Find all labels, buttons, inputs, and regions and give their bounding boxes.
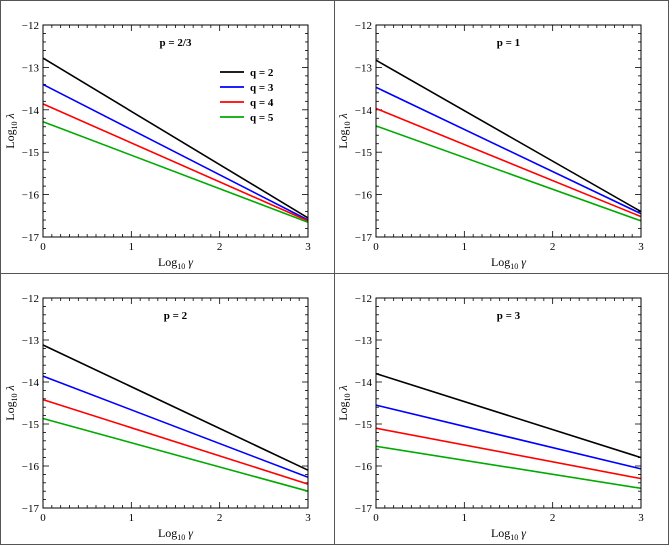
series-lines: [42, 344, 309, 492]
y-tick-label: −12: [22, 20, 39, 32]
series-line-q-5: [42, 120, 309, 223]
series-line-q-3: [375, 404, 642, 470]
series-line-q-3: [42, 375, 309, 479]
series-lines: [375, 372, 642, 490]
x-tick-label: 0: [40, 241, 46, 253]
x-tick-label: 0: [40, 512, 46, 524]
x-tick-label: 3: [305, 241, 311, 253]
legend-label-q-5: q = 5: [250, 112, 274, 124]
y-tick-label: −16: [22, 461, 40, 473]
panel-title: p = 2: [164, 310, 188, 322]
series-line-q-5: [375, 125, 642, 222]
y-tick-label: −16: [22, 190, 40, 202]
y-tick-label: −17: [22, 503, 40, 515]
y-axis-title: Log10 λ: [3, 113, 19, 149]
y-tick-label: −15: [355, 419, 373, 431]
series-line-q-2: [42, 57, 309, 219]
x-axis-title: Log10 γ: [491, 526, 526, 542]
x-axis-title: Log10 γ: [491, 255, 526, 271]
plot-area-border: [375, 24, 642, 238]
series-line-q-2: [375, 59, 642, 213]
y-tick-label: −12: [22, 293, 39, 305]
axis-ticks: [375, 24, 642, 238]
panel-title: p = 1: [497, 37, 520, 49]
x-tick-label: 2: [550, 241, 556, 253]
x-axis-title: Log10 γ: [158, 526, 193, 542]
x-tick-label: 2: [550, 512, 556, 524]
y-axis-title: Log10 λ: [336, 113, 352, 149]
x-tick-label: 3: [638, 512, 644, 524]
series-line-q-2: [42, 344, 309, 471]
panel-title: p = 3: [497, 310, 521, 322]
x-tick-label: 3: [305, 512, 311, 524]
chart-panel-3: 0 1 2 3 −12 −13 −14 −15 −16 −17 Log10 γ Log10 λ p = …: [3, 293, 311, 542]
x-tick-label: 0: [373, 241, 379, 253]
series-line-q-5: [375, 445, 642, 490]
y-tick-label: −16: [355, 461, 373, 473]
series-line-q-4: [375, 427, 642, 480]
x-tick-label: 2: [217, 512, 223, 524]
y-tick-label: −12: [355, 20, 372, 32]
x-axis-title: Log10 γ: [158, 255, 193, 271]
legend-label-q-3: q = 3: [250, 82, 274, 94]
series-lines: [375, 59, 642, 222]
axis-ticks: [42, 24, 309, 238]
series-lines: [42, 57, 309, 223]
y-tick-label: −17: [22, 232, 40, 244]
chart-panels: 0 1 2 3 −12 −13 −14 −15 −16 −17 Log10 γ Log10 λ p = …: [3, 20, 644, 542]
panel-title: p = 2/3: [160, 37, 192, 49]
x-tick-label: 0: [373, 512, 379, 524]
x-tick-label: 1: [462, 512, 468, 524]
y-tick-label: −14: [22, 377, 40, 389]
y-tick-label: −17: [355, 503, 373, 515]
legend-label-q-2: q = 2: [250, 67, 274, 79]
axis-ticks: [42, 297, 309, 509]
legend: q = 2 q = 3 q = 4 q = 5: [220, 67, 274, 124]
plot-area-border: [42, 24, 309, 238]
axis-ticks: [375, 297, 642, 509]
plot-area-border: [375, 297, 642, 509]
y-axis-title: Log10 λ: [336, 385, 352, 421]
chart-panel-2: 0 1 2 3 −12 −13 −14 −15 −16 −17 Log10 γ Log10 λ p = …: [336, 20, 644, 271]
series-line-q-4: [42, 103, 309, 222]
y-tick-label: −14: [22, 105, 40, 117]
y-tick-label: −13: [22, 335, 40, 347]
chart-panel-1: 0 1 2 3 −12 −13 −14 −15 −16 −17 Log10 γ Log10 λ p = …: [3, 20, 311, 271]
series-line-q-4: [42, 398, 309, 485]
y-tick-label: −12: [355, 293, 372, 305]
y-tick-label: −14: [355, 105, 373, 117]
series-line-q-5: [42, 417, 309, 492]
y-tick-label: −13: [355, 335, 373, 347]
x-tick-label: 2: [217, 241, 223, 253]
x-tick-label: 1: [129, 512, 135, 524]
x-tick-label: 1: [129, 241, 135, 253]
y-tick-label: −13: [22, 62, 40, 74]
legend-label-q-4: q = 4: [250, 97, 274, 109]
y-axis-title: Log10 λ: [3, 385, 19, 421]
y-tick-label: −15: [22, 419, 40, 431]
series-line-q-4: [375, 107, 642, 218]
x-tick-label: 3: [638, 241, 644, 253]
y-tick-label: −16: [355, 190, 373, 202]
chart-panel-4: 0 1 2 3 −12 −13 −14 −15 −16 −17 Log10 γ Log10 λ p = …: [336, 293, 644, 542]
series-line-q-3: [375, 86, 642, 215]
x-tick-label: 1: [462, 241, 468, 253]
y-tick-label: −13: [355, 62, 373, 74]
series-line-q-2: [375, 372, 642, 459]
plot-area-border: [42, 297, 309, 509]
series-line-q-3: [42, 83, 309, 221]
y-tick-label: −15: [22, 147, 40, 159]
y-tick-label: −17: [355, 232, 373, 244]
y-tick-label: −15: [355, 147, 373, 159]
y-tick-label: −14: [355, 377, 373, 389]
